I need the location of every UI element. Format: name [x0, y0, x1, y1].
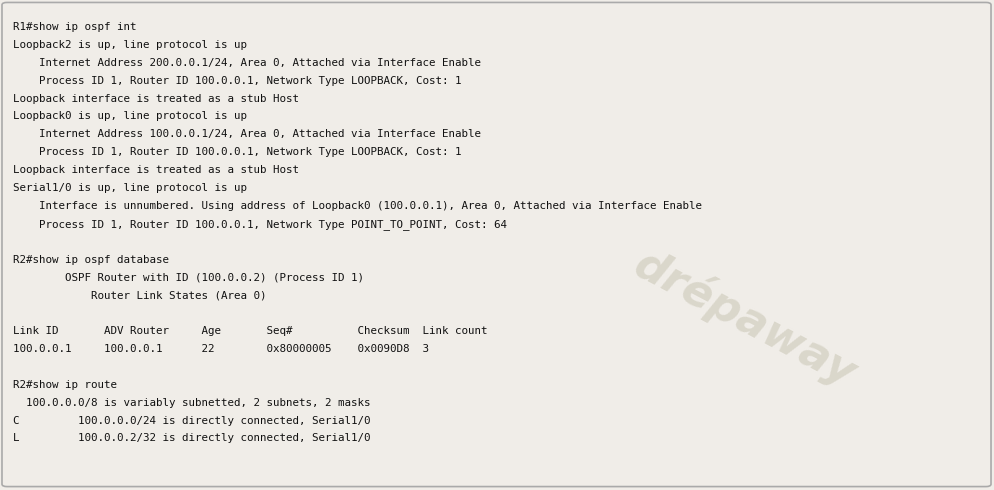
Text: L         100.0.0.2/32 is directly connected, Serial1/0: L 100.0.0.2/32 is directly connected, Se… [13, 433, 370, 443]
Text: Internet Address 200.0.0.1/24, Area 0, Attached via Interface Enable: Internet Address 200.0.0.1/24, Area 0, A… [13, 58, 480, 68]
Text: Loopback interface is treated as a stub Host: Loopback interface is treated as a stub … [13, 94, 298, 103]
Text: R2#show ip route: R2#show ip route [13, 380, 117, 390]
Text: OSPF Router with ID (100.0.0.2) (Process ID 1): OSPF Router with ID (100.0.0.2) (Process… [13, 272, 364, 282]
Text: Link ID       ADV Router     Age       Seq#          Checksum  Link count: Link ID ADV Router Age Seq# Checksum Lin… [13, 326, 487, 336]
Text: drépaway: drépaway [626, 241, 863, 396]
Text: Router Link States (Area 0): Router Link States (Area 0) [13, 290, 266, 300]
Text: Serial1/0 is up, line protocol is up: Serial1/0 is up, line protocol is up [13, 183, 247, 193]
Text: 100.0.0.0/8 is variably subnetted, 2 subnets, 2 masks: 100.0.0.0/8 is variably subnetted, 2 sub… [13, 398, 370, 408]
Text: Loopback interface is treated as a stub Host: Loopback interface is treated as a stub … [13, 165, 298, 175]
Text: Process ID 1, Router ID 100.0.0.1, Network Type LOOPBACK, Cost: 1: Process ID 1, Router ID 100.0.0.1, Netwo… [13, 147, 461, 157]
Text: Process ID 1, Router ID 100.0.0.1, Network Type LOOPBACK, Cost: 1: Process ID 1, Router ID 100.0.0.1, Netwo… [13, 76, 461, 86]
Text: Process ID 1, Router ID 100.0.0.1, Network Type POINT_TO_POINT, Cost: 64: Process ID 1, Router ID 100.0.0.1, Netwo… [13, 219, 506, 230]
Text: Internet Address 100.0.0.1/24, Area 0, Attached via Interface Enable: Internet Address 100.0.0.1/24, Area 0, A… [13, 129, 480, 139]
Text: Interface is unnumbered. Using address of Loopback0 (100.0.0.1), Area 0, Attache: Interface is unnumbered. Using address o… [13, 201, 701, 211]
Text: R1#show ip ospf int: R1#show ip ospf int [13, 22, 136, 32]
Text: C         100.0.0.0/24 is directly connected, Serial1/0: C 100.0.0.0/24 is directly connected, Se… [13, 416, 370, 425]
Text: Loopback2 is up, line protocol is up: Loopback2 is up, line protocol is up [13, 40, 247, 50]
Text: R2#show ip ospf database: R2#show ip ospf database [13, 255, 169, 265]
Text: 100.0.0.1     100.0.0.1      22        0x80000005    0x0090D8  3: 100.0.0.1 100.0.0.1 22 0x80000005 0x0090… [13, 344, 428, 354]
Text: Loopback0 is up, line protocol is up: Loopback0 is up, line protocol is up [13, 112, 247, 122]
